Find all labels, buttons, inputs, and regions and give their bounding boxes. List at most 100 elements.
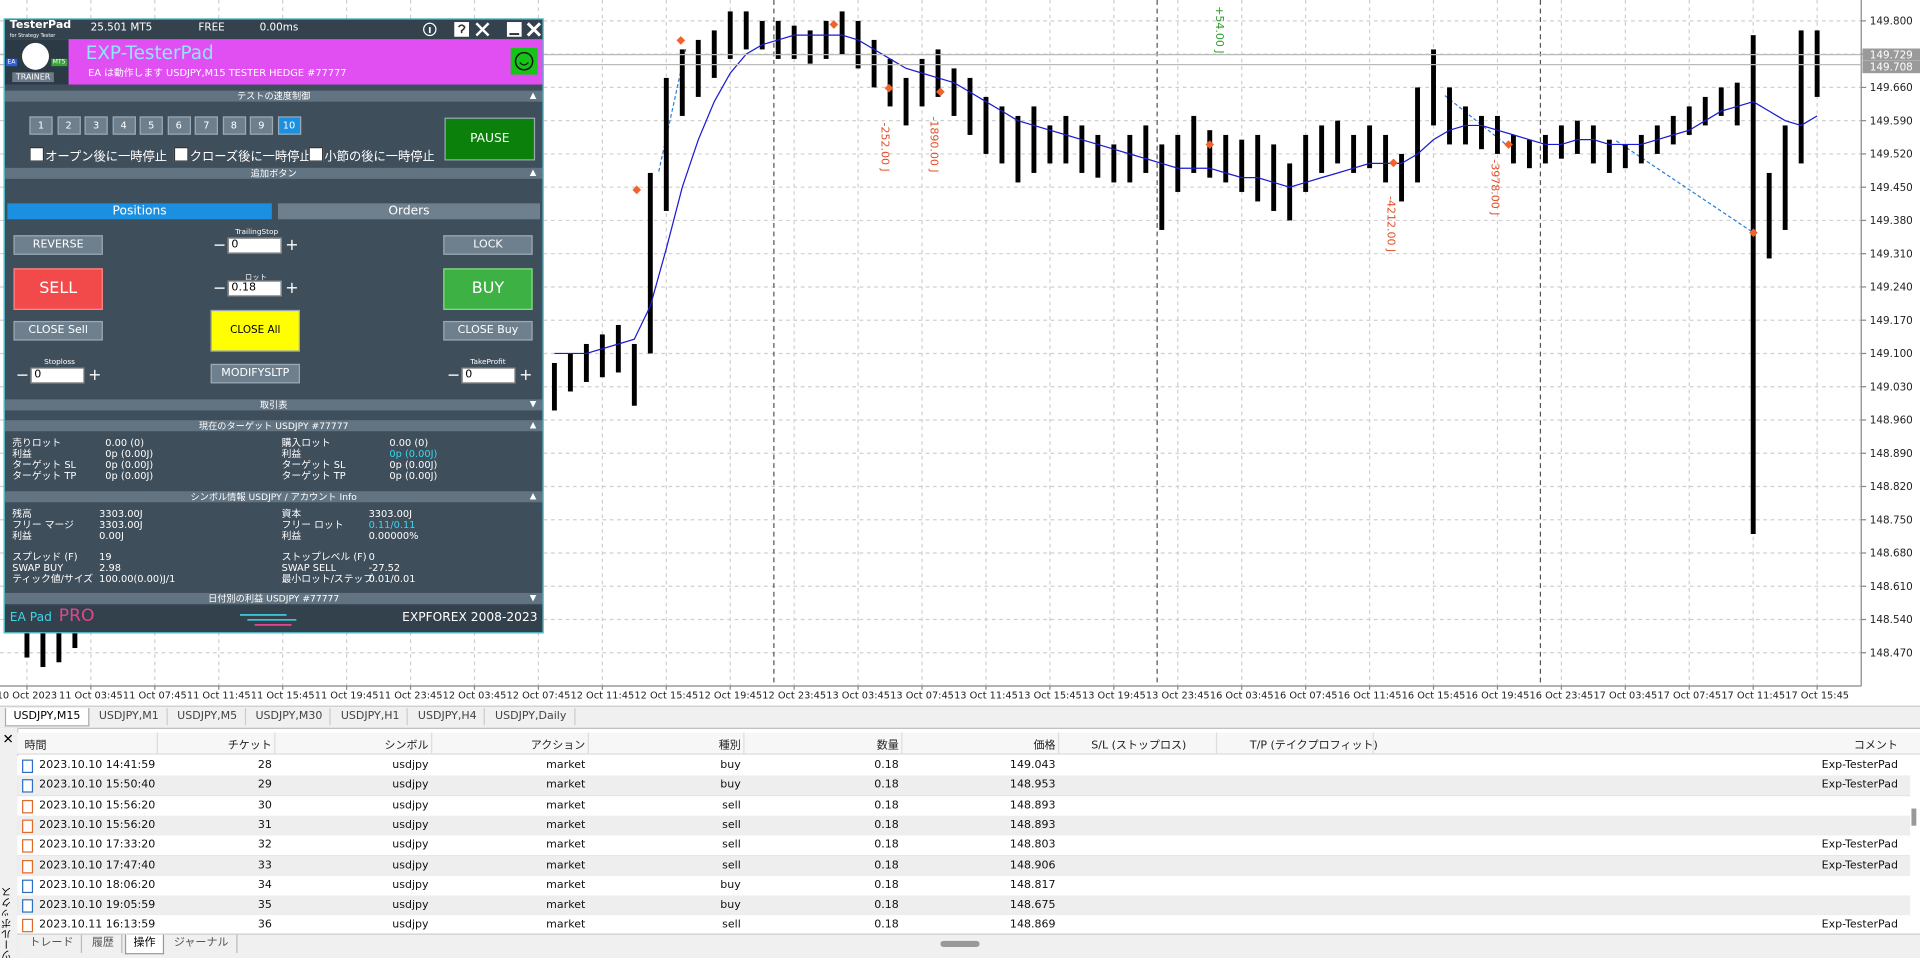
speed-button[interactable]: 4	[112, 116, 136, 135]
speed-button[interactable]: 8	[222, 116, 246, 135]
bottom-tab-active[interactable]: 操作	[124, 934, 165, 955]
bottom-tab[interactable]: ジャーナル	[167, 934, 238, 954]
bottom-tab[interactable]: トレード	[22, 934, 83, 954]
speed-button[interactable]: 5	[139, 116, 163, 135]
scrollbar-thumb[interactable]	[1911, 808, 1917, 826]
info-value: 0.00000%	[368, 530, 419, 542]
lock-button[interactable]: LOCK	[443, 235, 533, 255]
x-tick-label: 12 Oct 03:45	[443, 690, 507, 701]
stoploss-input[interactable]: 0	[30, 367, 85, 384]
column-header[interactable]: 数量	[876, 739, 899, 753]
checkbox[interactable]	[173, 147, 189, 162]
speed-button[interactable]: 7	[194, 116, 218, 135]
plus-button[interactable]: +	[285, 279, 299, 298]
takeprofit-input[interactable]: 0	[461, 367, 516, 384]
close-sell-button[interactable]: CLOSE Sell	[13, 320, 103, 341]
cell: 35	[257, 899, 272, 912]
candle	[1734, 82, 1740, 126]
tools-button[interactable]	[475, 22, 490, 37]
help-button[interactable]	[454, 22, 469, 37]
lot-input[interactable]: 0.18	[227, 280, 282, 297]
trailing-input[interactable]: 0	[227, 237, 282, 254]
info-value: -27.52	[368, 562, 401, 574]
bottom-tab[interactable]: 履歴	[85, 934, 123, 954]
speed-button[interactable]: 2	[56, 116, 81, 135]
resize-handle[interactable]	[940, 940, 980, 947]
expand-icon[interactable]: ▼	[529, 399, 537, 410]
chart-tab[interactable]: USDJPY,M5	[170, 708, 246, 726]
speed-button[interactable]: 6	[167, 116, 191, 135]
speed-button[interactable]: 3	[84, 116, 108, 135]
collapse-icon[interactable]: ▲	[529, 420, 537, 430]
chart-tab[interactable]: USDJPY,Daily	[488, 708, 575, 726]
plus-button[interactable]: +	[88, 366, 102, 385]
chart-tab[interactable]: USDJPY,M30	[248, 708, 332, 726]
table-row[interactable]	[17, 875, 1911, 897]
column-header[interactable]: 価格	[1033, 739, 1056, 753]
chart-tab-active[interactable]: USDJPY,M15	[4, 708, 90, 727]
chart-tab[interactable]: USDJPY,H4	[411, 708, 486, 726]
table-row[interactable]	[17, 855, 1911, 877]
table-row[interactable]	[17, 835, 1911, 857]
close-toolbox[interactable]: ✕	[2, 731, 14, 748]
collapse-icon[interactable]: ▲	[529, 491, 537, 502]
plus-button[interactable]: +	[285, 236, 299, 255]
collapse-icon[interactable]: ▲	[529, 167, 537, 178]
candle	[1031, 106, 1037, 173]
column-header[interactable]: コメント	[1853, 739, 1898, 753]
close-all-button[interactable]: CLOSE All	[210, 309, 301, 352]
mode: FREE	[198, 22, 225, 35]
candle	[631, 343, 637, 406]
tab[interactable]: Orders	[277, 203, 541, 220]
close-buy-button[interactable]: CLOSE Buy	[443, 320, 533, 341]
cell: market	[546, 819, 586, 832]
collapse-icon[interactable]: ▲	[529, 90, 537, 101]
speed-button[interactable]: 10	[277, 116, 301, 135]
speed-button[interactable]: 9	[249, 116, 274, 135]
minus-button[interactable]: −	[213, 236, 227, 255]
candle	[1638, 134, 1644, 164]
minus-button[interactable]: −	[446, 366, 461, 385]
info-icon[interactable]	[423, 22, 437, 37]
column-header[interactable]: S/L (ストップロス)	[1091, 739, 1187, 753]
column-header[interactable]: 種別	[718, 739, 741, 753]
table-row[interactable]	[17, 755, 1911, 777]
cell: usdjpy	[392, 819, 429, 832]
table-row[interactable]	[17, 895, 1911, 917]
column-header[interactable]: シンボル	[384, 739, 429, 753]
column-header[interactable]: アクション	[530, 739, 586, 753]
trade-marker	[884, 83, 894, 93]
checkbox[interactable]	[29, 147, 45, 162]
info-label: SWAP BUY	[12, 562, 64, 574]
minus-button[interactable]: −	[15, 366, 30, 385]
reverse-button[interactable]: REVERSE	[13, 235, 103, 255]
table-row[interactable]	[17, 795, 1911, 817]
chart-tab[interactable]: USDJPY,H1	[333, 708, 409, 726]
tab-active[interactable]: Positions	[7, 203, 272, 220]
speed-button[interactable]: 1	[29, 116, 53, 135]
table-row[interactable]	[17, 775, 1911, 797]
app-tagline: for Strategy Tester	[9, 31, 56, 38]
expand-icon[interactable]: ▼	[529, 592, 537, 603]
candle	[647, 172, 653, 354]
column-header[interactable]: チケット	[227, 739, 272, 753]
sell-button[interactable]: SELL	[13, 268, 103, 310]
modify-button[interactable]: MODIFYSLTP	[210, 363, 301, 384]
close-button[interactable]	[526, 22, 542, 37]
cell: 149.043	[1009, 759, 1056, 772]
x-tick-label: 16 Oct 11:45	[1338, 690, 1402, 701]
status-button[interactable]	[510, 47, 538, 75]
chart-tab[interactable]: USDJPY,M1	[91, 708, 168, 726]
checkbox[interactable]	[308, 147, 324, 162]
buy-button[interactable]: BUY	[443, 268, 533, 310]
info-label: ターゲット TP	[12, 470, 77, 482]
plus-button[interactable]: +	[519, 366, 533, 385]
minus-button[interactable]: −	[213, 279, 227, 298]
column-header[interactable]: T/P (テイクプロフィット)	[1249, 739, 1378, 753]
cell: usdjpy	[392, 779, 429, 792]
window-buttons[interactable]	[421, 21, 542, 38]
column-header[interactable]: 時間	[24, 739, 47, 753]
table-row[interactable]	[17, 815, 1911, 837]
pause-button[interactable]: PAUSE	[444, 117, 536, 161]
